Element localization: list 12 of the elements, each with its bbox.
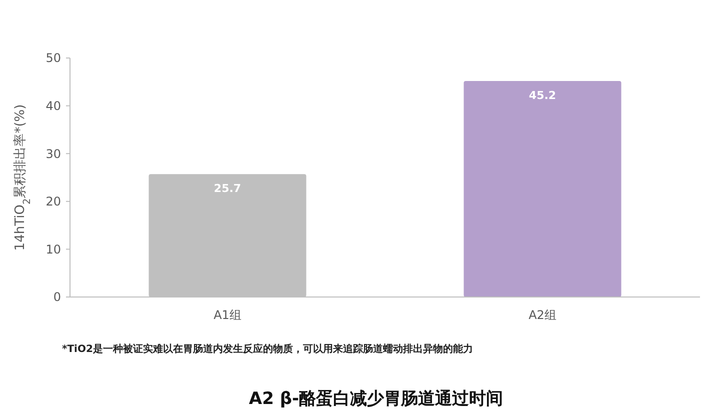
- y-tick-label: 0: [53, 290, 61, 304]
- y-tick-label: 20: [46, 194, 61, 209]
- x-tick-label: A1组: [214, 308, 242, 322]
- y-tick-label: 40: [46, 99, 61, 113]
- data-label: 25.7: [214, 182, 242, 196]
- data-label: 45.2: [528, 88, 556, 102]
- text: A2 β-酪蛋白减少胃肠道通过时间: [248, 389, 504, 409]
- y-tick-label: 10: [46, 242, 61, 256]
- y-tick-label: 50: [46, 51, 61, 66]
- x-tick-label: A2组: [528, 308, 556, 322]
- y-tick-label: 30: [46, 146, 61, 161]
- text: *TiO2是一种被证实难以在胃肠道内发生反应的物质，可以用来追踪肠道蠕动排出异物的能力: [62, 343, 473, 355]
